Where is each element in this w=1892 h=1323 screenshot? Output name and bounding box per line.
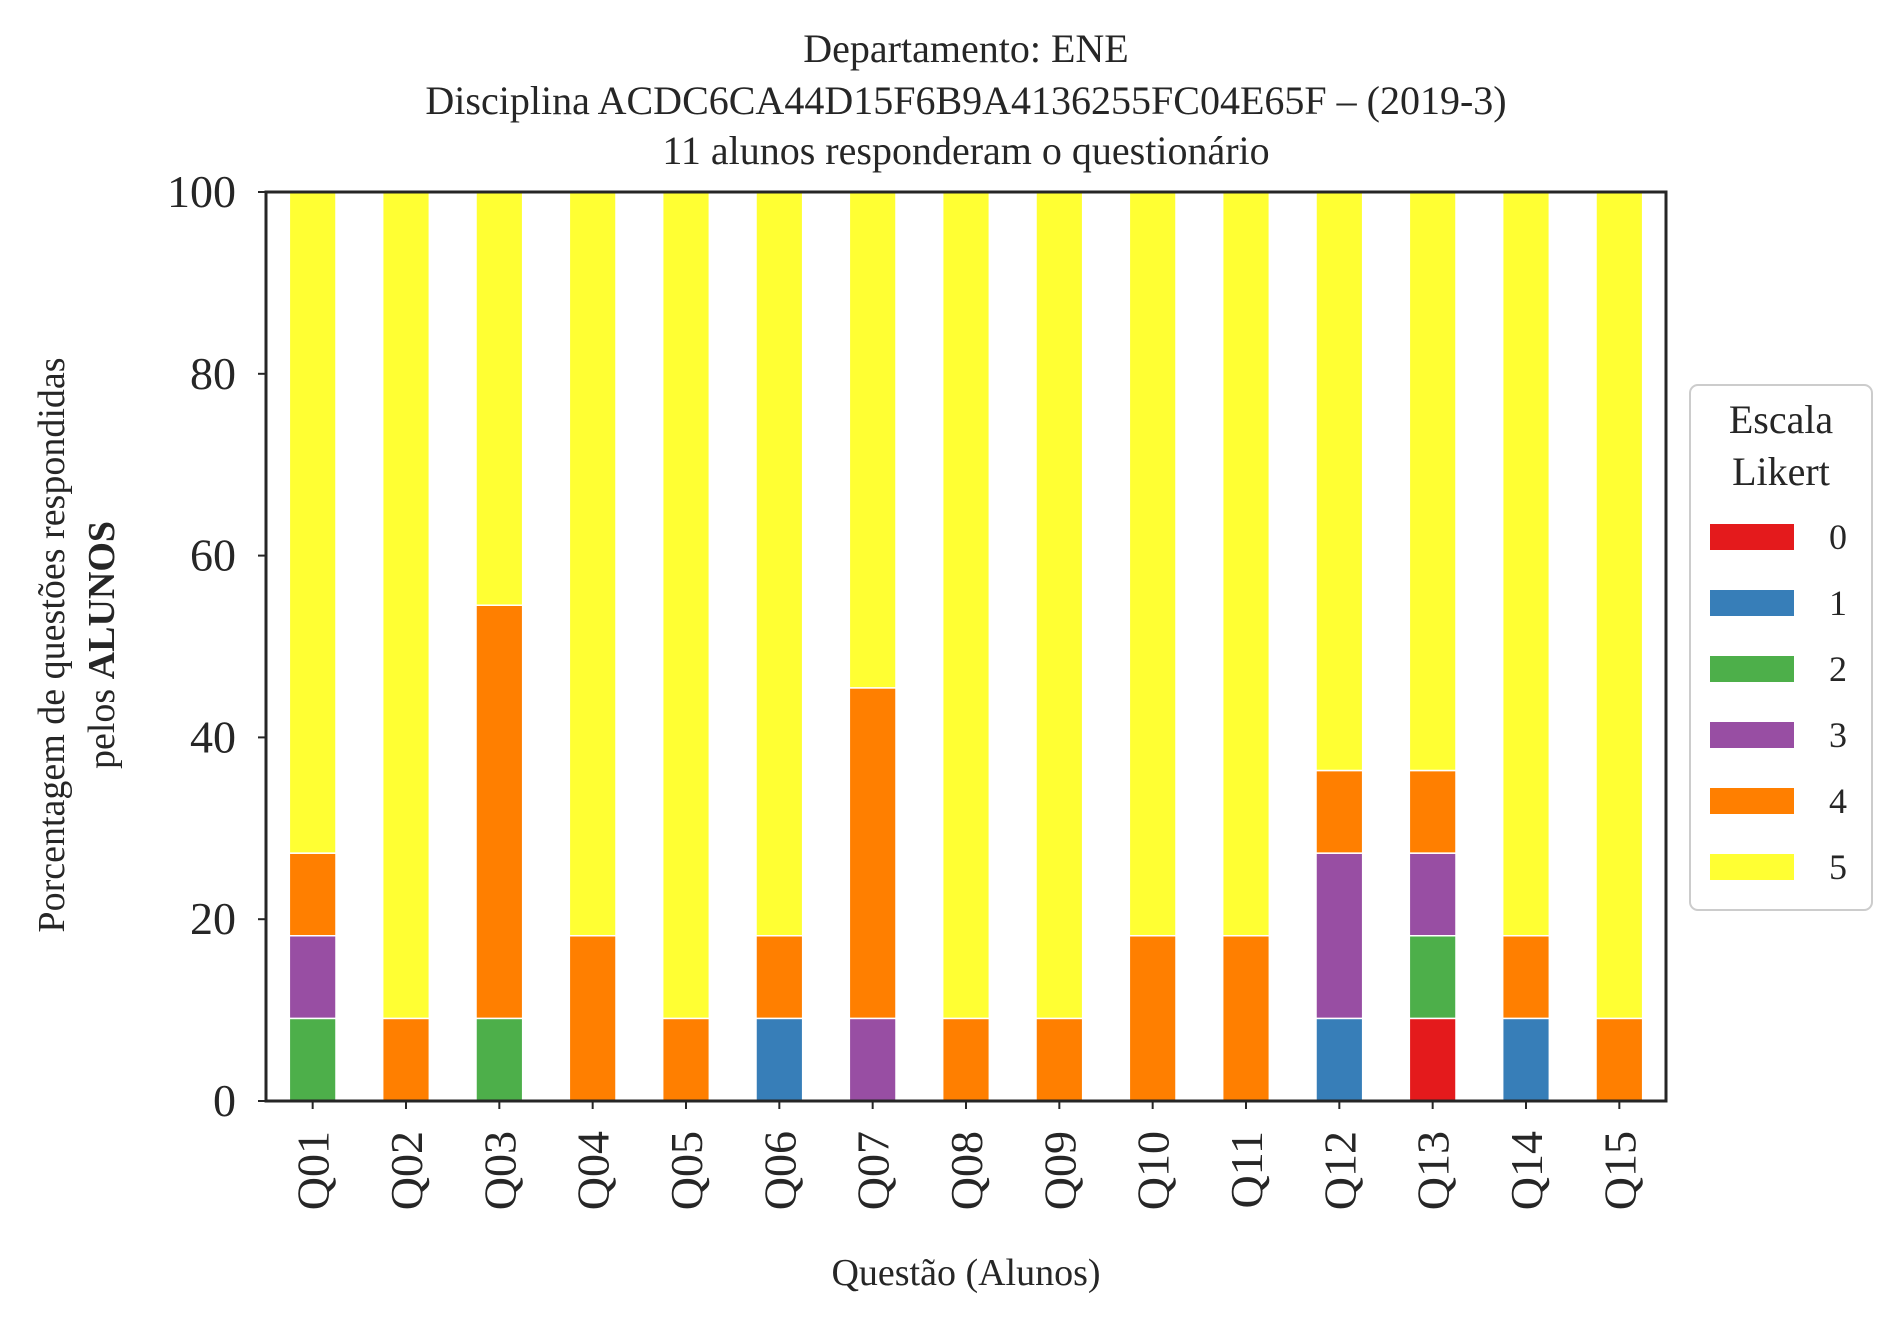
bar-segment-q13-scale-5 — [1408, 191, 1457, 772]
bar-segment-q08-scale-4 — [941, 1017, 991, 1102]
y-axis-label-bold: ALUNOS — [81, 521, 123, 679]
x-tick-label: Q03 — [474, 1131, 525, 1210]
x-tick-label: Q11 — [1221, 1131, 1272, 1209]
y-tick-label: 40 — [190, 711, 236, 762]
bar-segment-q01-scale-4 — [288, 852, 337, 937]
x-tick-label: Q07 — [848, 1131, 899, 1210]
bar-segment-q12-scale-1 — [1315, 1017, 1364, 1102]
bar-segment-q01-scale-2 — [288, 1017, 337, 1102]
bar-segment-q04-scale-4 — [568, 934, 617, 1102]
bar-segment-q09-scale-4 — [1035, 1017, 1084, 1102]
y-tick-label: 100 — [167, 166, 236, 217]
x-tick-label: Q08 — [941, 1131, 992, 1210]
legend-swatch-1 — [1710, 590, 1794, 616]
y-axis-label-prefix: pelos — [81, 679, 123, 769]
bar-segment-q15-scale-4 — [1595, 1017, 1644, 1102]
bar-segment-q07-scale-5 — [848, 191, 897, 689]
bar-segment-q13-scale-0 — [1408, 1017, 1457, 1102]
bar-segment-q12-scale-3 — [1315, 852, 1364, 1020]
x-ticks-group: Q01 Q02 Q03 Q04 Q05 Q06 Q07 Q08 Q09 Q10 Q11 Q12 Q13 Q… — [288, 1101, 1645, 1210]
legend-swatch-3 — [1710, 722, 1794, 748]
legend-label-3: 3 — [1829, 715, 1847, 755]
x-tick-label: Q02 — [381, 1131, 432, 1210]
bar-segment-q06-scale-5 — [755, 191, 804, 937]
x-tick-label: Q15 — [1594, 1131, 1645, 1210]
bar-segment-q03-scale-2 — [475, 1017, 524, 1102]
bar-segment-q09-scale-5 — [1035, 191, 1084, 1020]
x-tick-label: Q12 — [1314, 1131, 1365, 1210]
chart-title-line-2: Disciplina ACDC6CA44D15F6B9A4136255FC04E… — [425, 78, 1506, 123]
bar-segment-q05-scale-4 — [661, 1017, 711, 1102]
y-ticks-group: 0 20 40 60 80 100 — [167, 166, 266, 1126]
plot-frame — [264, 190, 1668, 1103]
bar-segment-q10-scale-4 — [1128, 934, 1177, 1102]
y-tick-label: 60 — [190, 530, 236, 581]
legend-title-line-2: Likert — [1732, 449, 1830, 494]
chart-title-line-3: 11 alunos responderam o questionário — [662, 128, 1269, 173]
y-tick-label: 20 — [190, 893, 236, 944]
legend-label-5: 5 — [1829, 847, 1847, 887]
bar-segment-q11-scale-4 — [1221, 934, 1271, 1102]
bar-segment-q13-scale-3 — [1408, 852, 1457, 937]
bar-segment-q06-scale-1 — [755, 1017, 804, 1102]
x-tick-label: Q09 — [1034, 1131, 1085, 1210]
y-tick-label: 80 — [190, 348, 236, 399]
bar-segment-q12-scale-5 — [1315, 191, 1364, 772]
x-tick-label: Q06 — [754, 1131, 805, 1210]
bar-segment-q10-scale-5 — [1128, 191, 1177, 937]
y-tick-label: 0 — [213, 1075, 236, 1126]
x-tick-label: Q04 — [568, 1131, 619, 1210]
bar-segment-q14-scale-5 — [1501, 191, 1551, 937]
legend-label-4: 4 — [1829, 781, 1847, 821]
bar-segment-q07-scale-3 — [848, 1017, 897, 1102]
legend: Escala Likert 0 1 2 3 4 5 — [1689, 384, 1873, 911]
bar-segment-q14-scale-4 — [1501, 934, 1551, 1020]
bar-segment-q05-scale-5 — [661, 191, 711, 1020]
x-tick-label: Q13 — [1408, 1131, 1459, 1210]
bar-segment-q08-scale-5 — [941, 191, 991, 1020]
y-axis-label-line-2: pelos ALUNOS — [81, 521, 123, 769]
bar-segment-q03-scale-4 — [475, 604, 524, 1020]
legend-title-line-1: Escala — [1729, 397, 1834, 442]
x-tick-label: Q10 — [1128, 1131, 1179, 1210]
legend-swatch-4 — [1710, 788, 1794, 814]
bar-segment-q01-scale-3 — [288, 934, 337, 1020]
legend-label-1: 1 — [1829, 583, 1847, 623]
bar-segment-q12-scale-4 — [1315, 769, 1364, 854]
bar-segment-q02-scale-5 — [381, 191, 431, 1020]
bar-segment-q14-scale-1 — [1501, 1017, 1551, 1102]
bar-segment-q07-scale-4 — [848, 687, 897, 1020]
bar-segment-q13-scale-2 — [1408, 934, 1457, 1020]
bar-segment-q11-scale-5 — [1221, 191, 1271, 937]
chart-title-line-1: Departamento: ENE — [803, 26, 1128, 71]
legend-swatch-0 — [1710, 524, 1794, 550]
bar-segment-q01-scale-5 — [288, 191, 337, 854]
legend-swatch-5 — [1710, 854, 1794, 880]
bars-group — [288, 191, 1644, 1102]
bar-segment-q03-scale-5 — [475, 191, 524, 606]
y-axis-label-line-1: Porcentagem de questões respondidas — [31, 357, 73, 932]
x-axis-label: Questão (Alunos) — [831, 1252, 1100, 1294]
bar-segment-q06-scale-4 — [755, 934, 804, 1020]
bar-segment-q04-scale-5 — [568, 191, 617, 937]
x-tick-label: Q01 — [288, 1131, 339, 1210]
x-tick-label: Q05 — [661, 1131, 712, 1210]
bar-segment-q13-scale-4 — [1408, 769, 1457, 854]
legend-label-2: 2 — [1829, 649, 1847, 689]
x-tick-label: Q14 — [1501, 1131, 1552, 1210]
legend-label-0: 0 — [1829, 517, 1847, 557]
bar-segment-q02-scale-4 — [381, 1017, 431, 1102]
legend-swatch-2 — [1710, 656, 1794, 682]
bar-segment-q15-scale-5 — [1595, 191, 1644, 1020]
legend-frame — [1689, 384, 1873, 911]
